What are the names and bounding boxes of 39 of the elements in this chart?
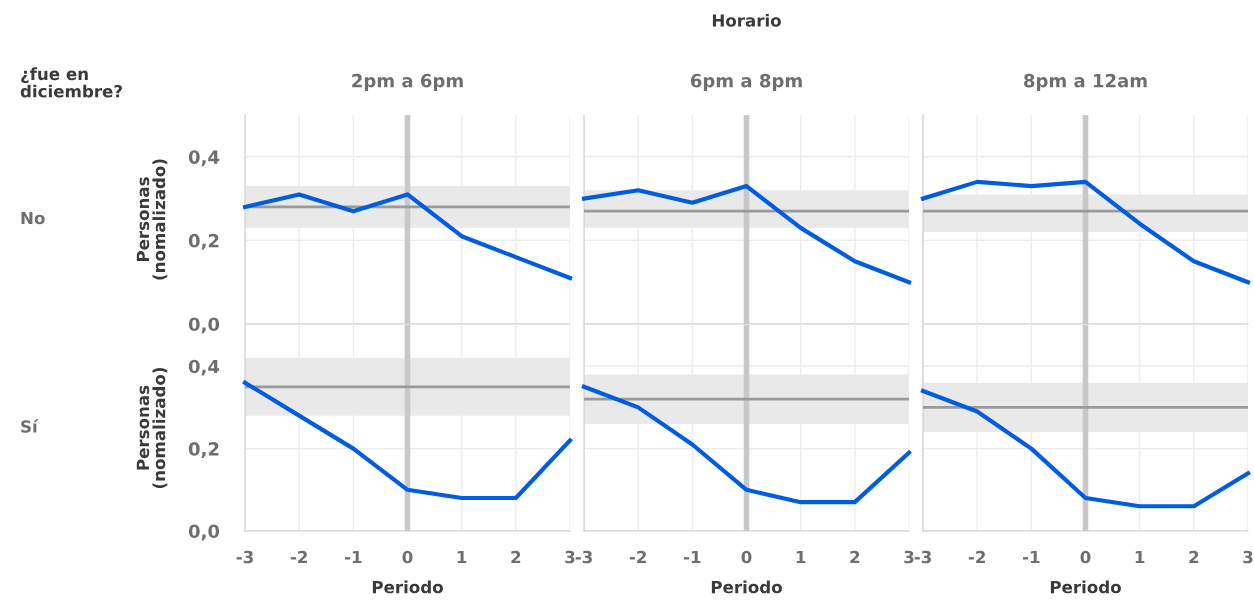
x-tick-label: -1 [683,550,701,564]
x-tick-label: 3 [904,550,914,564]
x-tick-label: -1 [344,550,362,564]
y-tick-label: 0,4 [188,150,220,167]
x-tick-label: 1 [796,550,806,564]
y-tick-label: 0,0 [188,524,220,541]
x-tick-label: -3 [575,550,592,564]
x-tick-label: 1 [457,550,467,564]
chart-title: 2pm a 6pm [352,73,463,91]
x-tick-label: -2 [629,550,646,564]
y-tick-label: 0,2 [188,442,219,459]
y-tick-label: 0,2 [188,233,219,250]
y-tick-label: 0,4 [188,359,220,376]
x-tick-label: -2 [290,550,307,564]
x-tick-label: 2 [1189,550,1199,564]
x-tick-label: 2 [850,550,860,564]
text: Sí [21,419,39,433]
x-tick-label: -1 [1022,550,1040,564]
text: ¿fue en diciembre? [20,67,122,98]
x-axis-title: Periodo [372,580,443,594]
y-axis-title: Personas (nomalizado) [136,159,168,280]
x-tick-label: 3 [565,550,575,564]
chart-title: 8pm a 12am [1024,73,1147,91]
text: Horario [712,13,781,27]
x-tick-label: 2 [511,550,521,564]
x-tick-label: -3 [914,550,931,564]
x-tick-label: -3 [236,550,253,564]
x-tick-label: 1 [1135,550,1145,564]
x-tick-label: 0 [741,550,752,564]
x-tick-label: 3 [1243,550,1253,564]
y-tick-label: 0,0 [188,317,220,334]
chart-title: 6pm a 8pm [690,73,802,91]
x-tick-label: 0 [1080,550,1091,564]
x-tick-label: -2 [968,550,985,564]
x-tick-label: 0 [402,550,413,564]
y-axis-title: Personas (nomalizado) [136,367,168,489]
text: No [21,211,45,225]
x-axis-title: Periodo [1050,580,1121,594]
x-axis-title: Periodo [711,580,782,594]
